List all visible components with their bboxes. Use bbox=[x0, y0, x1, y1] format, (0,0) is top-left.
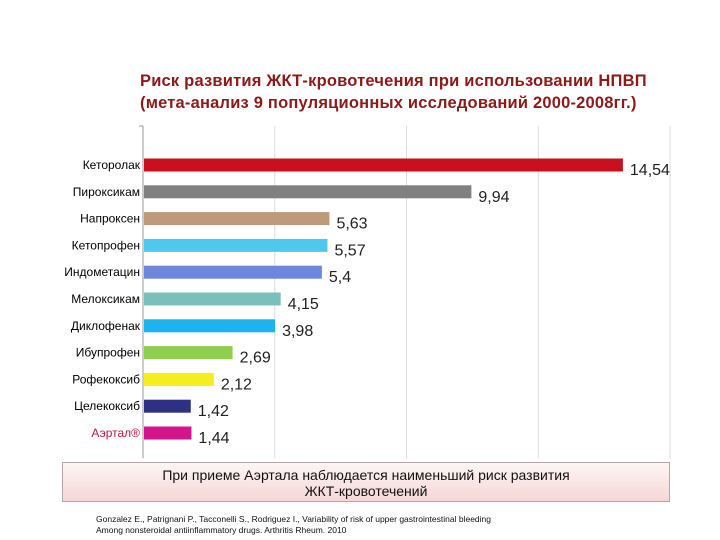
category-labels: Кеторолак Пироксикам Напроксен Кетопрофен Ин… bbox=[64, 158, 140, 440]
category-label: Напроксен bbox=[80, 212, 140, 226]
value-label: 3,98 bbox=[282, 323, 313, 340]
value-label: 2,12 bbox=[221, 376, 252, 393]
bar bbox=[144, 265, 322, 279]
conclusion-box: При приеме Аэртала наблюдается наименьши… bbox=[62, 462, 670, 502]
chart-title: Риск развития ЖКТ-кровотечения при испол… bbox=[140, 70, 700, 114]
conclusion-line-1: При приеме Аэртала наблюдается наименьши… bbox=[162, 467, 570, 483]
category-label: Мелоксикам bbox=[71, 292, 140, 306]
value-label: 9,94 bbox=[478, 189, 509, 206]
source-line-1: Gonzalez E., Patrignani P., Tacconelli S… bbox=[96, 514, 491, 524]
bar bbox=[144, 158, 623, 172]
chart-title-line-2: (мета-анализ 9 популяционных исследовани… bbox=[140, 94, 637, 112]
source-citation: Gonzalez E., Patrignani P., Tacconelli S… bbox=[96, 514, 656, 536]
value-label: 1,44 bbox=[198, 430, 229, 447]
bar bbox=[144, 426, 192, 440]
category-label: Целекоксиб bbox=[74, 399, 140, 413]
bar bbox=[144, 319, 276, 333]
conclusion-line-2: ЖКТ-кровотечений bbox=[304, 483, 428, 499]
category-label: Ибупрофен bbox=[76, 346, 140, 360]
category-label: Кеторолак bbox=[83, 158, 141, 172]
category-label: Пироксикам bbox=[73, 185, 140, 199]
value-label: 5,4 bbox=[329, 269, 351, 286]
grid-lines bbox=[139, 125, 671, 458]
value-label: 5,57 bbox=[334, 242, 365, 259]
category-label: Диклофенак bbox=[71, 319, 141, 333]
bar bbox=[144, 372, 214, 386]
value-label: 14,54 bbox=[630, 162, 670, 179]
bars bbox=[144, 158, 623, 440]
value-label: 1,42 bbox=[198, 403, 229, 420]
value-labels: 14,54 9,94 5,63 5,57 5,4 4,15 3,98 2,69 2,12 1,42… bbox=[198, 162, 670, 447]
bar bbox=[144, 185, 472, 199]
category-label: Рофекоксиб bbox=[72, 372, 140, 386]
bar bbox=[144, 399, 191, 413]
category-label: Аэртал® bbox=[91, 426, 140, 440]
bar bbox=[144, 238, 328, 252]
source-line-2: Among nonsteroidal antiinflammatory drug… bbox=[96, 525, 347, 535]
chart-title-line-1: Риск развития ЖКТ-кровотечения при испол… bbox=[140, 72, 647, 90]
category-label: Индометацин bbox=[64, 265, 140, 279]
bar bbox=[144, 292, 281, 306]
bar bbox=[144, 212, 330, 226]
bar bbox=[144, 346, 233, 360]
value-label: 4,15 bbox=[288, 296, 319, 313]
value-label: 5,63 bbox=[336, 216, 367, 233]
value-label: 2,69 bbox=[240, 350, 271, 367]
category-label: Кетопрофен bbox=[72, 238, 140, 252]
